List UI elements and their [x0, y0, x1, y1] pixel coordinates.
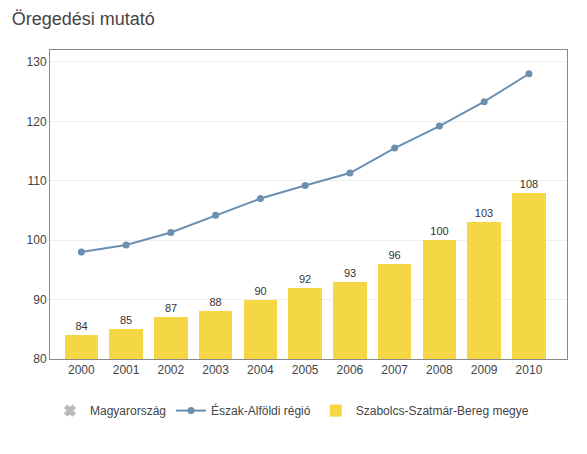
svg-text:2010: 2010 [516, 363, 543, 377]
svg-text:103: 103 [475, 207, 493, 219]
svg-text:84: 84 [75, 320, 87, 332]
svg-text:2000: 2000 [68, 363, 95, 377]
svg-text:2004: 2004 [247, 363, 274, 377]
svg-text:80: 80 [33, 352, 47, 366]
svg-text:2001: 2001 [113, 363, 140, 377]
svg-text:92: 92 [299, 273, 311, 285]
svg-text:2007: 2007 [381, 363, 408, 377]
svg-text:2009: 2009 [471, 363, 498, 377]
svg-text:108: 108 [520, 178, 538, 190]
svg-text:85: 85 [120, 314, 132, 326]
svg-text:Magyarország: Magyarország [90, 404, 166, 418]
svg-text:90: 90 [254, 285, 266, 297]
svg-text:2008: 2008 [426, 363, 453, 377]
svg-text:100: 100 [27, 233, 47, 247]
svg-text:100: 100 [430, 225, 448, 237]
svg-text:2002: 2002 [158, 363, 185, 377]
svg-text:90: 90 [33, 293, 47, 307]
svg-text:2003: 2003 [202, 363, 229, 377]
svg-text:2005: 2005 [292, 363, 319, 377]
svg-text:130: 130 [27, 55, 47, 69]
svg-text:Öregedési mutató: Öregedési mutató [12, 9, 155, 29]
svg-text:120: 120 [27, 115, 47, 129]
svg-text:96: 96 [388, 249, 400, 261]
svg-text:Észak-Alföldi régió: Észak-Alföldi régió [211, 403, 311, 418]
svg-text:88: 88 [209, 296, 221, 308]
svg-text:110: 110 [27, 174, 46, 188]
svg-text:2006: 2006 [337, 363, 364, 377]
svg-text:87: 87 [165, 302, 177, 314]
svg-text:Szabolcs-Szatmár-Bereg megye: Szabolcs-Szatmár-Bereg megye [356, 404, 529, 418]
svg-text:93: 93 [344, 267, 356, 279]
